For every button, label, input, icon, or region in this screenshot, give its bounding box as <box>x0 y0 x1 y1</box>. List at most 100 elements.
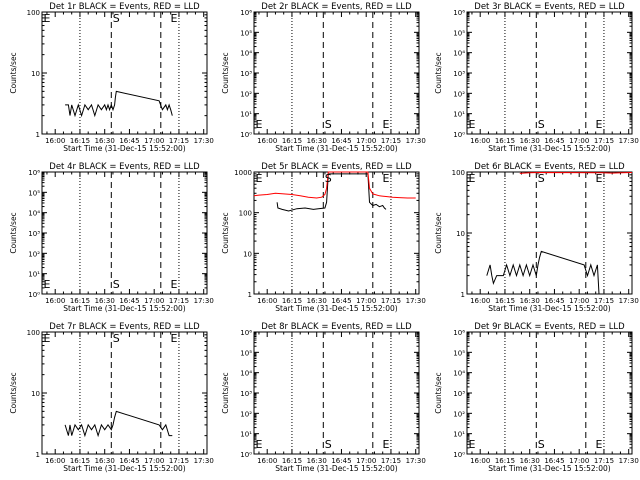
y-tick-label: 10⁶ <box>28 169 40 177</box>
x-tick-label: 16:30 <box>520 137 540 145</box>
x-tick-label: 16:45 <box>544 297 564 305</box>
panel-title: Det 4r BLACK = Events, RED = LLD <box>49 162 200 172</box>
panel-det-3: Det 3r BLACK = Events, RED = LLD 10⁰ 10¹ 10… <box>434 2 639 153</box>
x-tick-label: 17:30 <box>619 137 639 145</box>
y-tick-label: 10³ <box>28 230 40 238</box>
y-tick-label: 10³ <box>240 390 252 398</box>
s-marker-label: S <box>538 118 545 131</box>
x-tick-label: 16:15 <box>282 297 302 305</box>
e-marker-label: E <box>596 438 603 451</box>
x-tick-label: 16:00 <box>470 297 490 305</box>
e-marker-label: E <box>383 438 390 451</box>
series-events-line <box>65 90 173 118</box>
x-tick-label: 16:15 <box>495 137 515 145</box>
x-tick-label: 16:30 <box>307 457 327 465</box>
e-marker-label: E <box>383 172 390 185</box>
x-tick-label: 16:00 <box>257 137 277 145</box>
x-tick-label: 17:15 <box>169 137 189 145</box>
plot-frame <box>466 11 633 135</box>
x-tick-label: 16:30 <box>307 297 327 305</box>
y-tick-label: 10¹ <box>453 431 465 439</box>
start-edge-e-label: E <box>469 118 476 131</box>
panel-det-4: Det 4r BLACK = Events, RED = LLD 10⁰ 10¹ 10… <box>9 162 214 313</box>
y-tick-label: 1000 <box>234 169 252 177</box>
x-tick-label: 16:00 <box>257 297 277 305</box>
y-tick-label: 10⁰ <box>28 291 40 299</box>
panel-det-2: Det 2r BLACK = Events, RED = LLD 10⁰ 10¹ 10… <box>221 2 426 153</box>
y-tick-label: 100 <box>27 329 40 337</box>
y-axis-label: Counts/sec <box>434 52 443 93</box>
panel-title: Det 8r BLACK = Events, RED = LLD <box>261 322 412 332</box>
y-tick-label: 10¹ <box>453 111 465 119</box>
y-tick-label: 10³ <box>240 70 252 78</box>
plot-frame <box>253 11 420 135</box>
y-tick-label: 1 <box>36 451 40 459</box>
y-tick-label: 10⁰ <box>453 131 465 139</box>
panel-title: Det 2r BLACK = Events, RED = LLD <box>261 2 412 12</box>
series-events-line <box>276 173 387 212</box>
y-tick-label: 10⁴ <box>453 50 465 58</box>
x-axis-label: Start Time (31-Dec-15 15:52:00) <box>488 304 610 313</box>
y-tick-label: 10² <box>28 250 40 258</box>
x-tick-label: 17:15 <box>381 137 401 145</box>
x-tick-label: 16:00 <box>45 457 65 465</box>
x-tick-label: 17:00 <box>356 297 376 305</box>
x-tick-label: 17:15 <box>594 297 614 305</box>
x-tick-label: 16:30 <box>95 297 115 305</box>
x-tick-label: 16:45 <box>119 137 139 145</box>
e-marker-label: E <box>596 118 603 131</box>
y-tick-label: 10⁴ <box>28 210 40 218</box>
series-lld-line <box>519 171 633 174</box>
x-tick-label: 16:45 <box>119 457 139 465</box>
x-tick-label: 17:00 <box>569 137 589 145</box>
y-tick-label: 10⁵ <box>240 29 252 37</box>
y-tick-label: 10¹ <box>240 111 252 119</box>
y-tick-label: 10³ <box>453 390 465 398</box>
y-tick-label: 1 <box>248 291 252 299</box>
x-tick-label: 16:45 <box>331 137 351 145</box>
x-axis-label: Start Time (31-Dec-15 15:52:00) <box>63 144 185 153</box>
series-events-line <box>64 410 173 438</box>
y-tick-label: 1 <box>36 131 40 139</box>
y-tick-label: 10² <box>240 410 252 418</box>
s-marker-label: S <box>113 278 120 291</box>
s-marker-label: S <box>325 438 332 451</box>
x-tick-label: 17:00 <box>144 137 164 145</box>
x-tick-label: 16:00 <box>257 457 277 465</box>
x-axis-label: Start Time (31-Dec-15 15:52:00) <box>275 144 397 153</box>
x-tick-label: 16:30 <box>307 137 327 145</box>
start-edge-e-label: E <box>469 438 476 451</box>
e-marker-label: E <box>171 12 178 25</box>
plot-frame <box>41 171 208 295</box>
y-axis-label: Counts/sec <box>9 372 18 413</box>
x-tick-label: 16:15 <box>282 137 302 145</box>
x-tick-label: 16:00 <box>45 297 65 305</box>
x-tick-label: 16:00 <box>45 137 65 145</box>
plot-frame <box>253 331 420 455</box>
plot-frame <box>41 11 208 135</box>
x-tick-label: 16:30 <box>520 297 540 305</box>
panel-title: Det 3r BLACK = Events, RED = LLD <box>474 2 625 12</box>
y-tick-label: 10⁶ <box>453 329 465 337</box>
e-marker-label: E <box>171 332 178 345</box>
panel-det-6: Det 6r BLACK = Events, RED = LLD 1 10 100 16… <box>434 162 639 313</box>
plot-frame <box>41 331 208 455</box>
x-tick-label: 17:15 <box>594 457 614 465</box>
start-edge-e-label: E <box>256 118 263 131</box>
y-tick-label: 10⁵ <box>240 349 252 357</box>
y-tick-label: 10⁶ <box>240 329 252 337</box>
y-axis-label: Counts/sec <box>9 212 18 253</box>
x-tick-label: 17:00 <box>569 297 589 305</box>
y-tick-label: 10 <box>243 250 252 258</box>
x-tick-label: 17:15 <box>169 457 189 465</box>
x-axis-label: Start Time (31-Dec-15 15:52:00) <box>63 304 185 313</box>
start-edge-e-label: E <box>256 438 263 451</box>
x-tick-label: 16:15 <box>70 137 90 145</box>
y-tick-label: 10⁴ <box>240 50 252 58</box>
x-tick-label: 16:15 <box>495 297 515 305</box>
y-tick-label: 10² <box>240 90 252 98</box>
y-axis-label: Counts/sec <box>221 372 230 413</box>
x-axis-label: Start Time (31-Dec-15 15:52:00) <box>488 144 610 153</box>
x-tick-label: 17:00 <box>144 297 164 305</box>
y-axis-label: Counts/sec <box>221 212 230 253</box>
